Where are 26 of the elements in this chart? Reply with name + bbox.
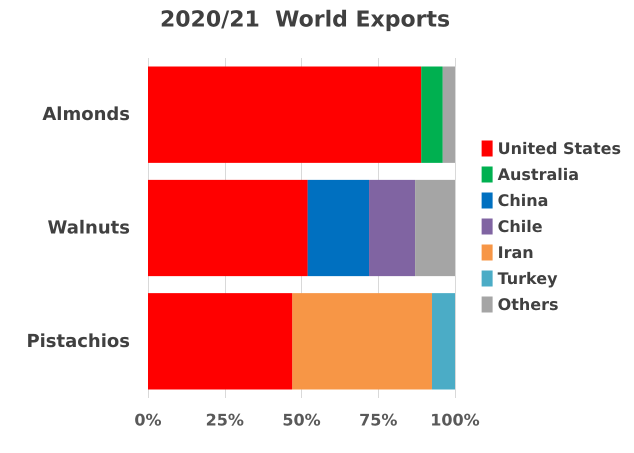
bar bbox=[148, 66, 422, 163]
x-tick-label: 0% bbox=[134, 410, 162, 430]
bar bbox=[292, 293, 432, 390]
y-tick-label: Almonds bbox=[42, 104, 130, 126]
bar bbox=[415, 180, 455, 276]
y-tick-label: Walnuts bbox=[48, 218, 130, 238]
legend-label: Chile bbox=[498, 217, 543, 236]
bar bbox=[442, 66, 455, 163]
legend-label: Iran bbox=[498, 243, 534, 262]
y-tick-label: Pistachios bbox=[26, 330, 130, 352]
legend-label: Australia bbox=[498, 165, 580, 184]
x-tick-label: 25% bbox=[206, 410, 244, 430]
bar bbox=[148, 180, 308, 276]
bar bbox=[148, 293, 292, 390]
x-tick-label: 75% bbox=[359, 410, 398, 430]
legend-label: United States bbox=[498, 139, 622, 158]
legend-label: Turkey bbox=[498, 269, 558, 288]
x-tick-label: 50% bbox=[282, 410, 321, 430]
bar bbox=[308, 180, 370, 276]
legend-label: China bbox=[498, 191, 548, 210]
bar bbox=[421, 66, 443, 163]
bar bbox=[369, 180, 416, 276]
bar bbox=[432, 293, 455, 390]
chart-title: 2020/21 World Exports bbox=[160, 8, 450, 32]
legend-label: Others bbox=[498, 295, 559, 314]
x-tick-label: 100% bbox=[430, 410, 480, 430]
